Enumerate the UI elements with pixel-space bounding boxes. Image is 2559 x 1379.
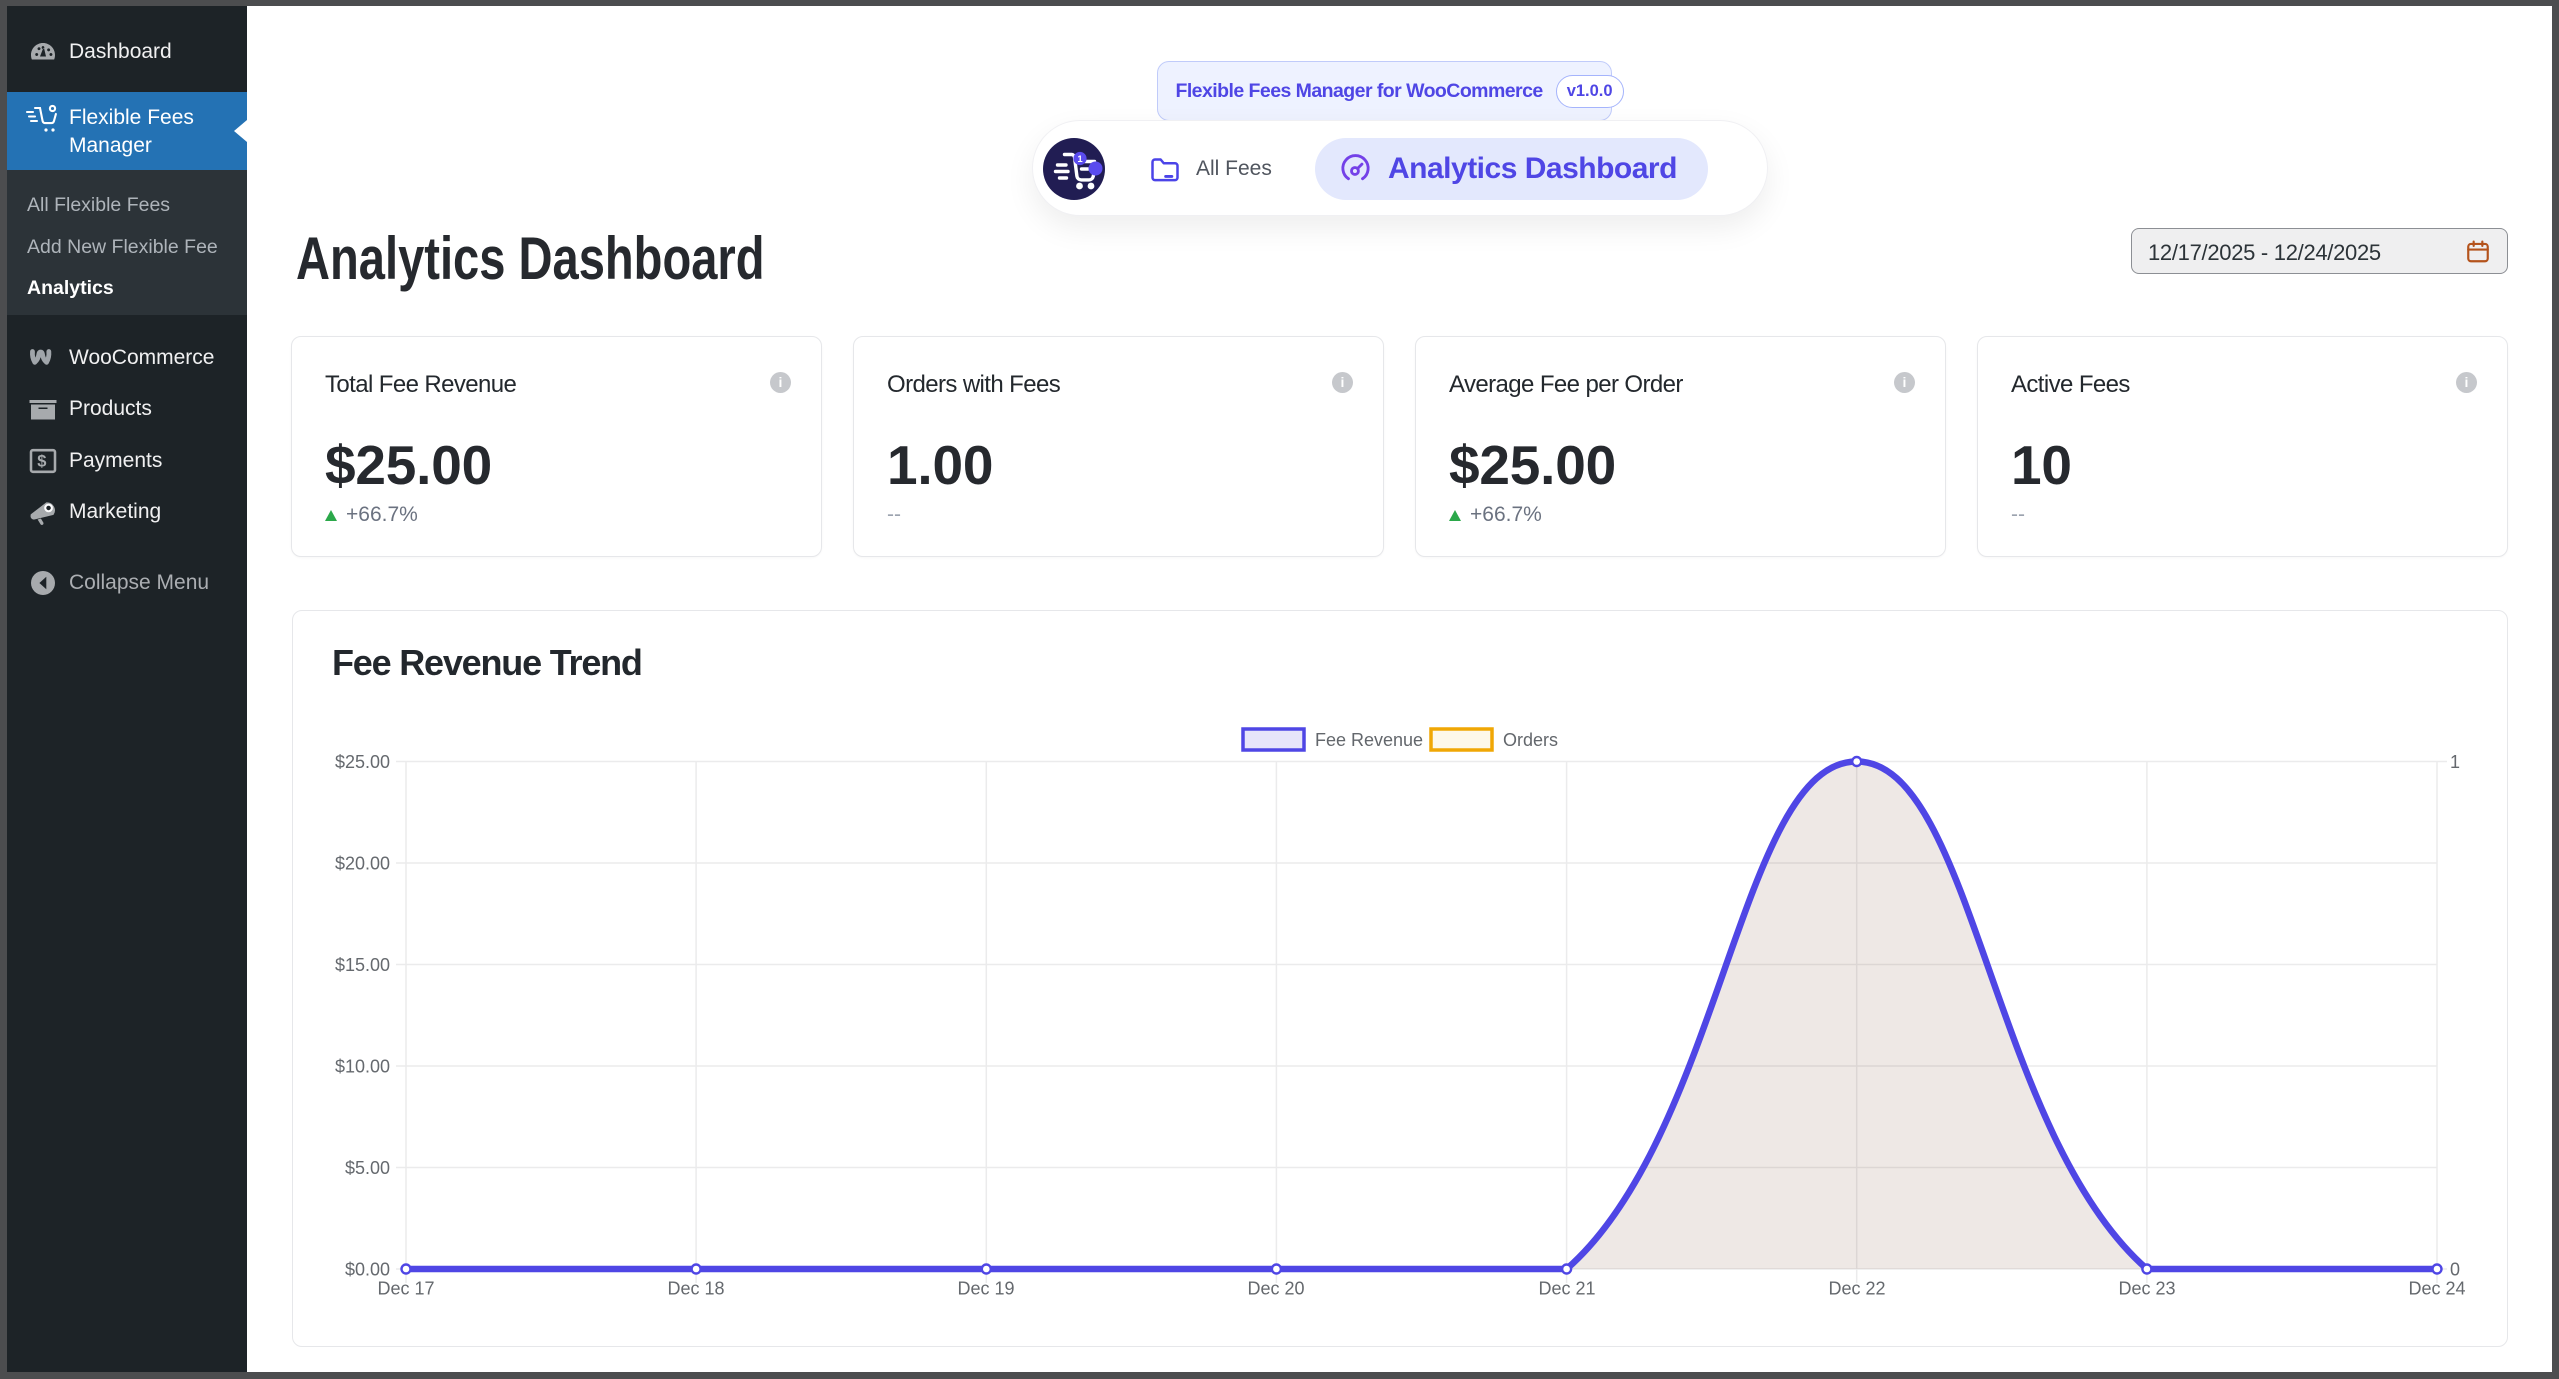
svg-text:Dec 21: Dec 21: [1538, 1279, 1595, 1299]
svg-text:$20.00: $20.00: [335, 854, 390, 874]
svg-text:Dec 24: Dec 24: [2408, 1279, 2465, 1299]
svg-text:Dec 20: Dec 20: [1247, 1279, 1304, 1299]
svg-text:1: 1: [1077, 154, 1083, 165]
svg-text:1: 1: [2450, 752, 2460, 772]
svg-text:$5.00: $5.00: [345, 1158, 390, 1178]
svg-text:Dec 19: Dec 19: [957, 1279, 1014, 1299]
svg-text:$: $: [37, 453, 46, 471]
svg-text:Dec 23: Dec 23: [2118, 1279, 2175, 1299]
svg-text:$25.00: $25.00: [335, 752, 390, 772]
svg-text:$10.00: $10.00: [335, 1057, 390, 1077]
svg-text:$15.00: $15.00: [335, 955, 390, 975]
svg-text:Fee Revenue: Fee Revenue: [1315, 730, 1423, 750]
svg-text:Orders: Orders: [1503, 730, 1558, 750]
svg-text:$0.00: $0.00: [345, 1260, 390, 1280]
svg-text:Dec 17: Dec 17: [377, 1279, 434, 1299]
svg-text:0: 0: [2450, 1260, 2460, 1280]
svg-text:Dec 18: Dec 18: [667, 1279, 724, 1299]
svg-text:Dec 22: Dec 22: [1828, 1279, 1885, 1299]
